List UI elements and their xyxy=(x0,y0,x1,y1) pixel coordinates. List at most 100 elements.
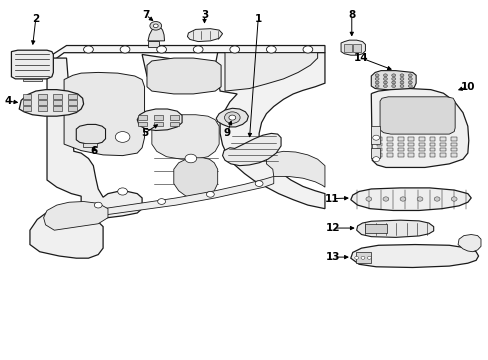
Circle shape xyxy=(150,22,161,30)
Bar xyxy=(418,137,424,140)
Circle shape xyxy=(115,132,130,142)
Text: 3: 3 xyxy=(201,10,208,20)
Bar xyxy=(376,137,382,140)
Circle shape xyxy=(224,112,240,123)
Bar xyxy=(38,100,46,105)
Circle shape xyxy=(118,188,127,195)
Bar xyxy=(407,148,413,151)
Polygon shape xyxy=(11,50,53,79)
Polygon shape xyxy=(137,109,182,131)
Bar xyxy=(407,143,413,146)
Circle shape xyxy=(229,46,239,53)
Circle shape xyxy=(83,46,93,53)
Text: 2: 2 xyxy=(32,14,40,24)
Bar xyxy=(370,126,379,144)
Bar xyxy=(418,153,424,157)
Bar xyxy=(450,153,456,157)
Bar xyxy=(418,148,424,151)
Circle shape xyxy=(365,197,371,201)
Bar xyxy=(386,148,392,151)
Polygon shape xyxy=(222,134,281,166)
Circle shape xyxy=(391,77,395,80)
Bar xyxy=(439,137,445,140)
Circle shape xyxy=(383,74,386,77)
Circle shape xyxy=(383,81,386,84)
Bar xyxy=(22,107,31,111)
Circle shape xyxy=(399,85,403,87)
Bar xyxy=(148,41,159,47)
Bar xyxy=(428,143,434,146)
Text: 1: 1 xyxy=(254,14,261,24)
Bar xyxy=(397,148,403,151)
Circle shape xyxy=(366,256,370,259)
Polygon shape xyxy=(216,108,248,127)
Text: 5: 5 xyxy=(141,129,148,138)
Circle shape xyxy=(157,46,166,53)
Bar xyxy=(154,122,163,126)
Text: 6: 6 xyxy=(90,146,98,156)
Circle shape xyxy=(266,46,276,53)
Bar xyxy=(450,148,456,151)
Circle shape xyxy=(120,46,130,53)
Circle shape xyxy=(391,85,395,87)
Bar xyxy=(22,100,31,105)
Polygon shape xyxy=(30,58,142,258)
Polygon shape xyxy=(142,53,325,209)
Bar xyxy=(22,94,31,99)
Polygon shape xyxy=(266,151,325,187)
Text: 13: 13 xyxy=(325,252,340,262)
Bar xyxy=(397,143,403,146)
Circle shape xyxy=(399,74,403,77)
Circle shape xyxy=(374,81,378,84)
Polygon shape xyxy=(370,71,415,90)
Circle shape xyxy=(374,77,378,80)
Circle shape xyxy=(407,74,411,77)
Bar xyxy=(38,107,46,111)
Text: 7: 7 xyxy=(142,10,149,20)
Text: 12: 12 xyxy=(325,223,340,233)
Bar xyxy=(370,148,379,158)
Circle shape xyxy=(193,46,203,53)
Bar xyxy=(439,143,445,146)
Bar xyxy=(53,94,61,99)
Bar xyxy=(68,107,77,111)
Circle shape xyxy=(158,199,165,204)
Bar xyxy=(154,115,163,120)
Circle shape xyxy=(399,197,405,201)
Circle shape xyxy=(399,77,403,80)
Circle shape xyxy=(399,81,403,84)
Polygon shape xyxy=(147,58,221,94)
Text: 9: 9 xyxy=(224,129,230,138)
Circle shape xyxy=(94,202,102,208)
Polygon shape xyxy=(340,40,365,55)
Circle shape xyxy=(374,85,378,87)
Circle shape xyxy=(433,197,439,201)
Bar xyxy=(428,137,434,140)
Bar xyxy=(386,137,392,140)
Circle shape xyxy=(372,157,379,162)
Bar xyxy=(386,153,392,157)
Text: 8: 8 xyxy=(347,10,355,20)
Bar xyxy=(68,100,77,105)
Polygon shape xyxy=(370,89,468,167)
Bar xyxy=(22,78,42,81)
Bar xyxy=(397,153,403,157)
Bar xyxy=(376,148,382,151)
Bar xyxy=(355,252,370,263)
Polygon shape xyxy=(152,115,219,159)
Circle shape xyxy=(255,181,263,186)
Polygon shape xyxy=(148,27,164,41)
Polygon shape xyxy=(187,29,222,41)
Bar xyxy=(170,122,179,126)
Bar xyxy=(418,143,424,146)
Text: 11: 11 xyxy=(325,194,339,204)
Bar xyxy=(428,148,434,151)
Bar xyxy=(439,148,445,151)
Polygon shape xyxy=(350,188,470,211)
Bar xyxy=(450,137,456,140)
Bar xyxy=(428,153,434,157)
Text: 4: 4 xyxy=(4,96,12,106)
Bar xyxy=(365,224,386,233)
Polygon shape xyxy=(64,72,144,156)
Circle shape xyxy=(407,85,411,87)
